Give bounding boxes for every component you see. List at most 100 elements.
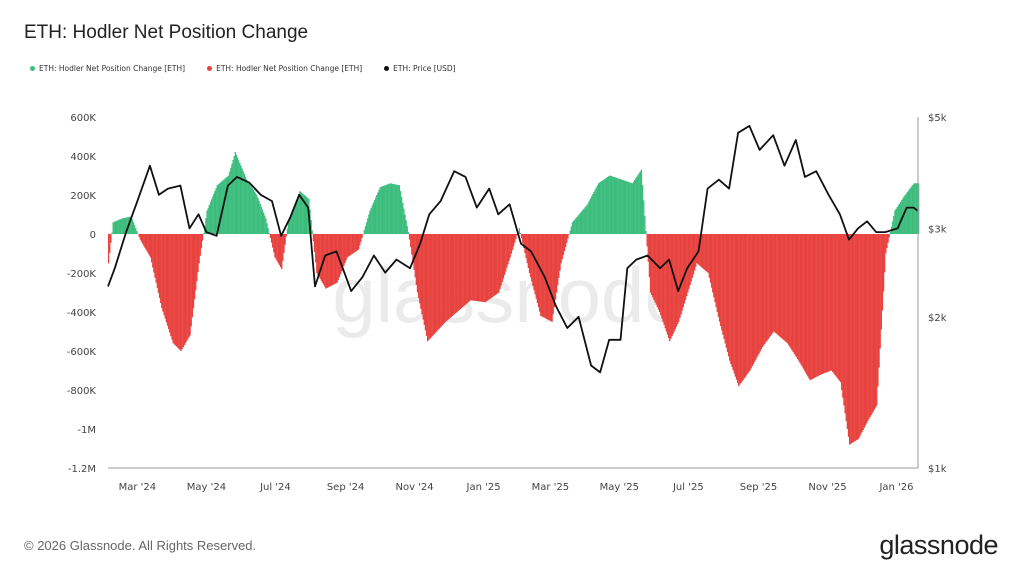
net-position-bar [612,176,614,234]
net-position-bar [727,234,730,357]
net-position-bar [341,234,343,272]
net-position-bar [325,234,327,289]
net-position-bar [471,234,473,301]
net-position-bar [265,218,267,234]
net-position-bar [577,215,579,234]
net-position-bar [187,234,189,340]
net-position-bar [686,234,688,297]
net-position-bar [229,171,231,234]
net-position-bar [627,181,629,234]
net-position-bar [241,168,243,234]
net-position-bar [339,234,342,275]
net-position-bar [811,234,813,380]
net-position-bar [908,189,911,234]
net-position-bar [327,234,329,288]
price-series-line [107,125,919,374]
net-position-bar [678,234,680,322]
net-position-bar [548,234,550,320]
net-position-bar [570,226,572,234]
net-position-bar [863,234,865,428]
net-position-bar [457,234,459,312]
net-position-bar [468,234,471,302]
legend-item-negative[interactable]: ETH: Hodler Net Position Change [ETH] [207,64,362,73]
net-position-bar [830,234,833,371]
net-position-bar [540,234,542,316]
net-position-bar [751,234,753,367]
net-position-bar [480,234,482,302]
net-position-bar [646,234,648,247]
net-position-bar [549,234,551,321]
legend-item-price[interactable]: ETH: Price [USD] [384,64,456,73]
net-position-bar [381,186,384,234]
net-position-bar [278,234,281,266]
net-position-bar [442,234,445,325]
net-position-bar [300,192,302,234]
watermark: glassnode [332,251,688,339]
net-position-bar [608,176,610,234]
net-position-bar [911,186,913,234]
net-position-bar [438,234,440,330]
net-position-bar [681,234,683,311]
net-position-bar [664,234,666,329]
net-position-bar [439,234,441,328]
net-position-bar [560,234,562,264]
net-position-bar [524,234,526,254]
net-position-bar [489,234,491,299]
net-position-bar [141,234,144,244]
net-position-bar [282,234,284,261]
net-position-bar [855,234,858,441]
net-position-bar [311,230,313,234]
net-position-bar [663,234,665,325]
net-position-bar [295,199,298,235]
net-position-bar [799,234,801,363]
net-position-bar [758,234,760,354]
net-position-bar [486,234,489,301]
net-position-bar [764,234,766,344]
net-position-bar [589,198,592,234]
net-position-bar [359,234,361,246]
net-position-bar [532,234,534,286]
y-left-tick-label: -400K [67,308,97,319]
net-position-bar [723,234,725,340]
net-position-bar [566,234,568,243]
legend-dot-red-icon [207,66,213,71]
net-position-bar [343,234,345,266]
net-position-bar [879,234,881,349]
net-position-bar [235,154,238,234]
net-position-bar [119,219,121,235]
net-position-bar [800,234,802,365]
net-position-bar [207,207,209,234]
net-position-bar [387,184,389,234]
net-position-bar [822,234,825,374]
net-position-bar [523,234,525,249]
net-position-bar [852,234,854,443]
net-position-bar [493,234,496,296]
net-position-bar [605,177,608,234]
net-position-bar [565,234,567,247]
net-position-bar [647,234,649,262]
net-position-bar [894,210,896,234]
net-position-bar [281,234,283,270]
legend-item-positive[interactable]: ETH: Hodler Net Position Change [ETH] [30,64,185,73]
y-right-tick-label: $3k [928,224,947,235]
net-position-bar [622,180,625,234]
net-position-bar [330,234,333,286]
net-position-bar [601,180,603,234]
net-position-bar [783,234,785,341]
net-position-bar [653,234,655,300]
net-position-bar [625,180,627,234]
net-position-bar [150,234,153,263]
net-position-bar [285,234,287,237]
net-position-bar [638,173,640,234]
net-position-bar [372,202,375,234]
axes-layer: 600K 400K 200K 0 -200K -400K -600K -800K -1M -1.2… [67,113,947,493]
net-position-bar [506,234,508,268]
net-position-bar [114,221,117,234]
net-position-bar [156,234,158,288]
net-position-bar [147,234,149,254]
brand-logo[interactable]: glassnode [879,530,998,560]
net-position-bar [464,234,466,306]
net-position-bar [881,234,884,311]
net-position-bar [568,234,570,235]
net-position-bar [585,206,587,234]
